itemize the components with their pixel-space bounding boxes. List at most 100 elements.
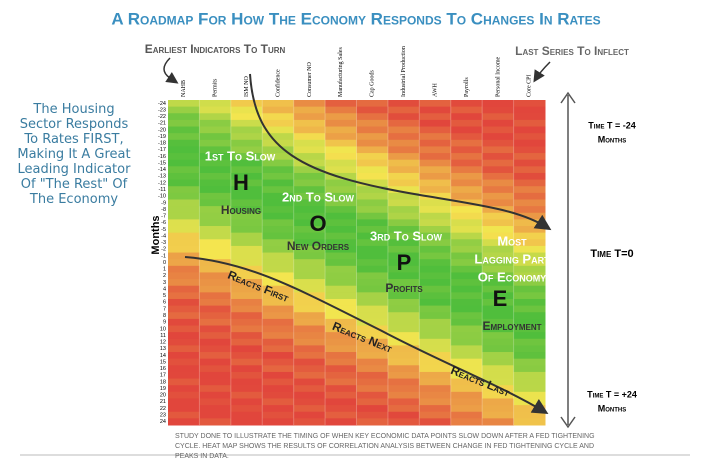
heat-cell <box>387 245 420 254</box>
heat-cell <box>419 252 452 260</box>
row-label: -11 <box>158 187 166 193</box>
heat-cell <box>230 146 263 154</box>
heat-cell <box>168 318 200 327</box>
heat-cell <box>230 358 263 366</box>
column-label: Personal Income <box>495 57 501 97</box>
heat-cell <box>230 405 263 413</box>
heat-cell <box>230 159 263 167</box>
heat-cell <box>356 133 389 141</box>
column-label: Core CPI <box>527 74 533 97</box>
row-axis-title: Months <box>150 215 162 254</box>
row-label: 24 <box>160 419 166 425</box>
stage-label: Housing <box>221 203 261 217</box>
heat-cell <box>387 219 420 227</box>
column-label: Cap Goods <box>370 70 376 97</box>
heat-cell <box>513 318 546 327</box>
heat-cell <box>482 378 515 386</box>
heat-cell <box>293 352 326 360</box>
heat-cell <box>168 292 200 300</box>
heat-cell <box>419 338 452 346</box>
heat-cell <box>387 398 420 406</box>
heat-cell <box>356 252 389 260</box>
heat-cell <box>293 192 326 200</box>
time-label: Months <box>598 134 627 144</box>
heat-cell <box>356 166 389 174</box>
heat-cell <box>419 405 452 413</box>
heat-cell <box>168 186 200 194</box>
heat-cell <box>513 212 546 220</box>
heat-cell <box>419 391 452 399</box>
stage-letter: P <box>397 250 412 275</box>
heat-cell <box>168 245 200 254</box>
heat-cell <box>293 146 326 154</box>
heat-cell <box>356 113 389 121</box>
heat-cell <box>293 186 326 194</box>
heat-cell <box>262 371 295 380</box>
heat-cell <box>513 365 546 373</box>
heat-cell <box>513 100 546 108</box>
heat-cell <box>325 332 357 340</box>
heat-cell <box>199 418 232 426</box>
heat-cell <box>387 192 420 200</box>
heat-cell <box>450 312 483 320</box>
heat-cell <box>262 385 295 393</box>
heat-cell <box>325 226 357 234</box>
heat-cell <box>168 139 200 147</box>
heat-cell <box>293 365 326 373</box>
heat-cell <box>513 279 546 287</box>
heat-cell <box>387 226 420 234</box>
heat-cell <box>230 252 263 260</box>
heat-cell <box>387 265 420 273</box>
heat-cell <box>325 219 357 227</box>
heat-cell <box>168 239 200 247</box>
heat-cell <box>419 285 452 293</box>
heat-cell <box>450 272 483 280</box>
stage-label: Profits <box>385 281 423 295</box>
heat-cell <box>168 199 200 207</box>
heat-cell <box>293 385 326 393</box>
heat-cell <box>325 146 357 154</box>
heat-cell <box>262 279 295 287</box>
heat-cell <box>230 113 263 121</box>
heat-cell <box>356 139 389 147</box>
heat-cell <box>168 385 200 393</box>
heat-cell <box>482 398 515 406</box>
heat-cell <box>168 398 200 406</box>
heat-cell <box>230 179 263 187</box>
time-label: Months <box>598 403 627 413</box>
heat-cell <box>482 245 515 254</box>
heat-cell <box>325 365 357 373</box>
heat-cell <box>482 172 515 181</box>
heat-cell <box>356 318 389 327</box>
heat-cell <box>419 106 452 114</box>
heat-cell <box>482 338 515 346</box>
earliest-label: Earliest Indicators To Turn <box>145 42 286 56</box>
heat-cell <box>262 411 295 419</box>
heat-cell <box>482 219 515 227</box>
heat-cell <box>482 153 515 161</box>
row-label: -3 <box>161 240 166 246</box>
heat-cell <box>450 345 483 353</box>
heat-cell <box>387 332 420 340</box>
heat-cell <box>199 371 232 380</box>
heat-cell <box>387 418 420 426</box>
heat-cell <box>356 239 389 247</box>
heat-cell <box>482 192 515 200</box>
heat-cell <box>293 332 326 340</box>
stage-order: Most <box>497 233 527 248</box>
heat-cell <box>293 259 326 267</box>
heat-cell <box>262 378 295 386</box>
heat-cell <box>356 332 389 340</box>
heat-cell <box>199 153 232 161</box>
heat-cell <box>513 153 546 161</box>
heat-cell <box>293 272 326 280</box>
heat-cell <box>387 325 420 333</box>
heat-cell <box>262 239 295 247</box>
heat-cell <box>419 146 452 154</box>
heat-cell <box>513 411 546 419</box>
heat-cell <box>230 305 263 313</box>
heat-cell <box>168 206 200 214</box>
heat-cell <box>168 232 200 240</box>
heat-cell <box>325 411 357 419</box>
heat-cell <box>513 239 546 247</box>
